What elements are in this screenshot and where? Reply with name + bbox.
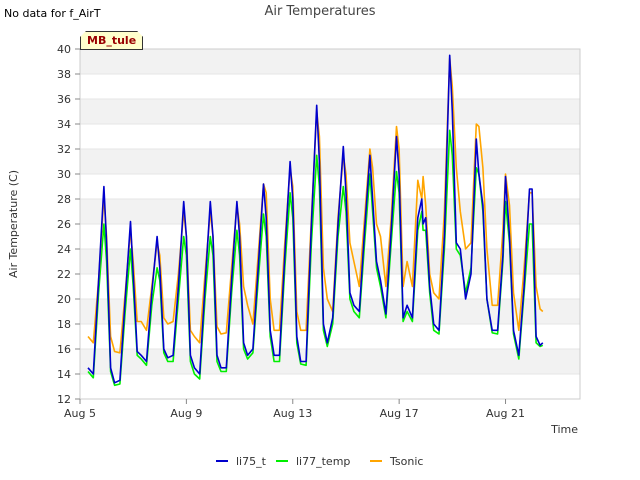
y-tick-label: 30 bbox=[57, 168, 71, 181]
grid-band bbox=[80, 349, 580, 374]
chart-title: Air Temperatures bbox=[264, 4, 375, 19]
series-lines bbox=[87, 54, 544, 387]
y-tick-label: 16 bbox=[57, 343, 71, 356]
y-tick-label: 12 bbox=[57, 393, 71, 406]
x-tick-label: Aug 5 bbox=[64, 407, 96, 420]
series-line-Tsonic bbox=[87, 57, 544, 354]
y-tick-label: 14 bbox=[57, 368, 71, 381]
grid-band bbox=[80, 99, 580, 124]
grid-bands bbox=[80, 49, 580, 400]
legend-label: Tsonic bbox=[389, 455, 423, 468]
legend-label: li75_t bbox=[236, 455, 267, 468]
y-tick-label: 32 bbox=[57, 143, 71, 156]
x-tick-label: Aug 17 bbox=[380, 407, 419, 420]
y-tick-label: 20 bbox=[57, 293, 71, 306]
y-tick-label: 18 bbox=[57, 318, 71, 331]
grid-band bbox=[80, 199, 580, 224]
y-tick-label: 36 bbox=[57, 93, 71, 106]
y-tick-label: 34 bbox=[57, 118, 71, 131]
y-axis-label: Air Temperature (C) bbox=[7, 170, 20, 278]
y-tick-label: 38 bbox=[57, 68, 71, 81]
y-tick-label: 26 bbox=[57, 218, 71, 231]
site-badge: MB_tule bbox=[80, 31, 143, 50]
x-tick-label: Aug 13 bbox=[273, 407, 312, 420]
grid-band bbox=[80, 299, 580, 324]
y-tick-label: 28 bbox=[57, 193, 71, 206]
x-tick-label: Aug 9 bbox=[170, 407, 202, 420]
grid-band bbox=[80, 249, 580, 274]
series-line-li75-t bbox=[87, 54, 544, 384]
grid-band bbox=[80, 149, 580, 174]
no-data-note: No data for f_AirT bbox=[4, 7, 101, 20]
legend-label: li77_temp bbox=[296, 455, 350, 468]
x-axis: Aug 5 Aug 9 Aug 13 Aug 17 Aug 21 bbox=[64, 399, 525, 420]
y-tick-label: 40 bbox=[57, 43, 71, 56]
x-axis-label: Time bbox=[550, 423, 578, 436]
x-tick-label: Aug 21 bbox=[486, 407, 525, 420]
y-tick-label: 24 bbox=[57, 243, 71, 256]
y-axis: 12 14 16 18 20 22 24 26 28 30 32 34 36 38 40 bbox=[57, 43, 80, 406]
y-tick-label: 22 bbox=[57, 268, 71, 281]
legend: li75_t li77_temp Tsonic bbox=[216, 455, 423, 468]
grid-band bbox=[80, 49, 580, 74]
